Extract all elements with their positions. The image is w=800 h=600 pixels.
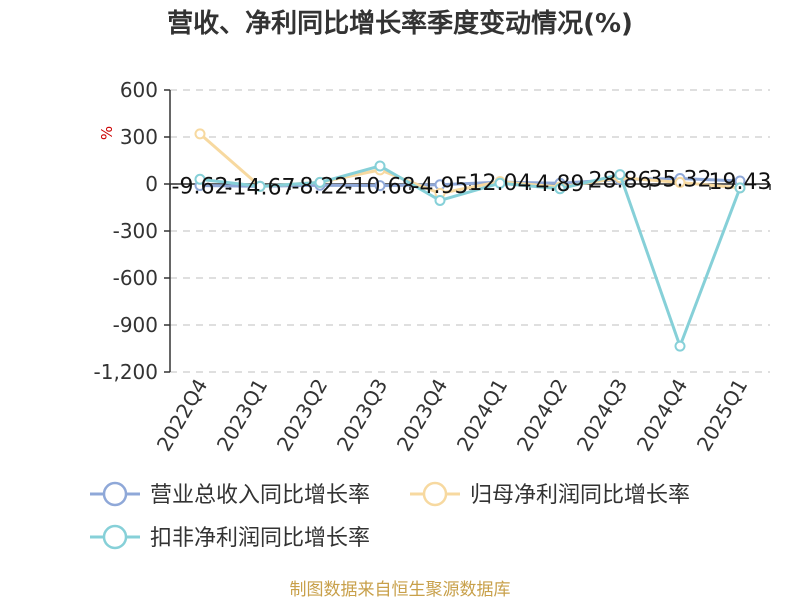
data-point (194, 128, 206, 140)
y-tick-label: -600 (113, 266, 158, 290)
data-label: -14.67 (225, 175, 296, 200)
legend-label: 扣非净利润同比增长率 (150, 526, 370, 551)
legend-marker-icon (422, 481, 448, 507)
data-point (374, 180, 386, 192)
source-note: 制图数据来自恒生聚源数据库 (290, 580, 511, 600)
data-point (614, 169, 626, 181)
grid-lines (170, 89, 770, 373)
legend-item[interactable]: 扣非净利润同比增长率 (90, 524, 370, 551)
legend-marker-icon (102, 524, 128, 550)
data-label: 35.32 (649, 167, 712, 192)
data-point (494, 177, 506, 189)
y-tick-label: 300 (120, 125, 158, 149)
data-label: -4.95 (412, 174, 469, 199)
x-tick-label: 2025Q1 (692, 375, 752, 456)
data-point (674, 176, 686, 188)
x-tick-label: 2023Q2 (272, 375, 332, 456)
data-point (734, 182, 746, 194)
data-label: 12.04 (469, 171, 532, 196)
x-tick-label: 2024Q1 (452, 375, 512, 456)
data-point (194, 173, 206, 185)
y-tick-label: -900 (113, 313, 158, 337)
data-point (434, 194, 446, 206)
y-axis-ticks: 600 300 0 -300 -600 -900 -1,200 (94, 78, 170, 384)
data-label: -8.22 (292, 174, 349, 199)
data-point (554, 183, 566, 195)
data-point (314, 176, 326, 188)
x-tick-label: 2023Q4 (392, 375, 452, 456)
data-point (374, 160, 386, 172)
legend-marker-icon (102, 481, 128, 507)
x-axis-ticks: 2022Q4 2023Q1 2023Q2 2023Q3 2023Q4 2024Q1 2024… (152, 184, 771, 456)
chart-title: 营收、净利同比增长率季度变动情况(%) (167, 8, 633, 39)
x-tick-label: 2023Q1 (212, 375, 272, 456)
data-label: 19.43 (709, 170, 772, 195)
data-label: -9.62 (172, 175, 229, 200)
legend-label: 营业总收入同比增长率 (150, 483, 370, 508)
legend-label: 归母净利润同比增长率 (470, 483, 690, 508)
x-tick-label: 2024Q3 (572, 375, 632, 456)
y-tick-label: -1,200 (94, 360, 158, 384)
x-tick-label: 2024Q4 (632, 375, 692, 456)
legend-item[interactable]: 归母净利润同比增长率 (410, 481, 690, 508)
y-tick-label: -300 (113, 219, 158, 243)
x-tick-label: 2022Q4 (152, 375, 212, 456)
data-point (254, 180, 266, 192)
series-line (199, 164, 742, 348)
x-tick-label: 2023Q3 (332, 375, 392, 456)
y-tick-label: 0 (145, 172, 158, 196)
y-tick-label: 600 (120, 78, 158, 102)
data-label: 4.89 (536, 172, 585, 197)
data-label: 28.86 (589, 168, 652, 193)
data-point (674, 340, 686, 352)
legend-item[interactable]: 营业总收入同比增长率 (90, 481, 370, 508)
data-label: -10.68 (345, 175, 416, 200)
series-lines (194, 128, 746, 352)
data-labels: -9.62-14.67-8.22-10.68-4.95 12.04 4.89 28.8… (172, 167, 772, 200)
y-axis-unit: % (98, 126, 116, 140)
x-tick-label: 2024Q2 (512, 375, 572, 456)
